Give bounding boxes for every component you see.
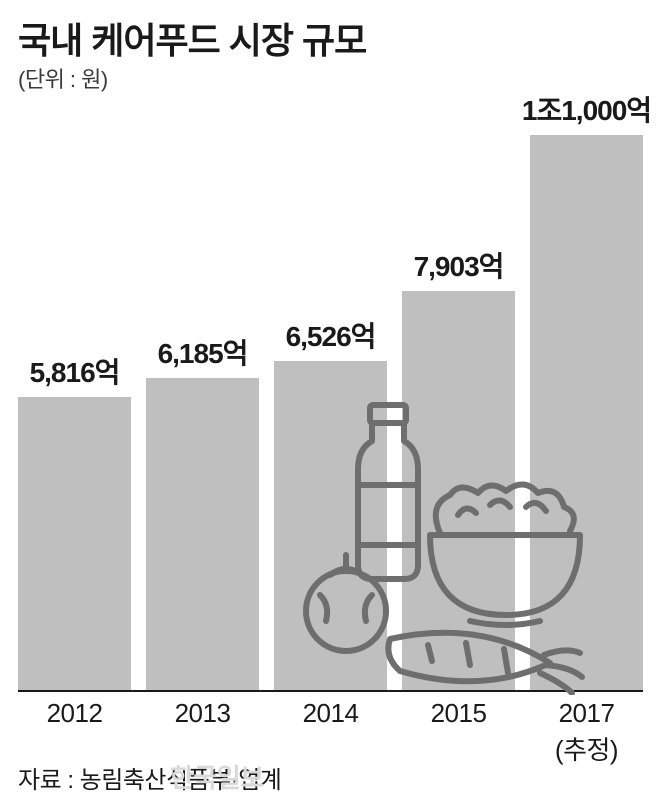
bar (402, 291, 515, 690)
x-axis-label: 2013 (146, 698, 259, 729)
x-axis-label: 2014 (274, 698, 387, 729)
x-axis-label: 2017 (530, 698, 643, 729)
chart-unit: (단위 : 원) (18, 62, 108, 94)
x-axis-baseline (18, 690, 643, 692)
bar-value-label: 1조1,000억 (518, 89, 655, 129)
bar (530, 135, 643, 690)
bar (146, 378, 259, 690)
bar (18, 397, 131, 690)
bar-value-label: 7,903억 (390, 245, 527, 285)
bar-value-label: 6,526억 (262, 315, 399, 355)
chart-title: 국내 케어푸드 시장 규모 (18, 12, 366, 64)
watermark: 한국일보 (170, 758, 264, 795)
bar (274, 361, 387, 690)
x-axis-label: 2015 (402, 698, 515, 729)
bar-value-label: 6,185억 (134, 332, 271, 372)
x-axis-label: 2012 (18, 698, 131, 729)
bar-value-label: 5,816억 (6, 351, 143, 391)
bar-chart: 5,816억6,185억6,526억7,903억1조1,000억 (18, 100, 643, 690)
x-axis-note: (추정) (530, 730, 643, 767)
